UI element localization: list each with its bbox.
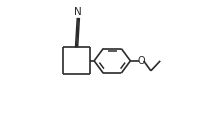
Text: N: N xyxy=(74,7,82,17)
Text: O: O xyxy=(138,56,145,66)
